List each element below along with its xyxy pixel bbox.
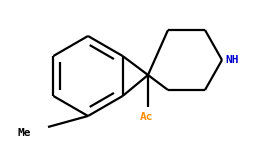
Text: Ac: Ac: [140, 112, 153, 122]
Text: NH: NH: [225, 55, 239, 65]
Text: Me: Me: [18, 128, 32, 138]
